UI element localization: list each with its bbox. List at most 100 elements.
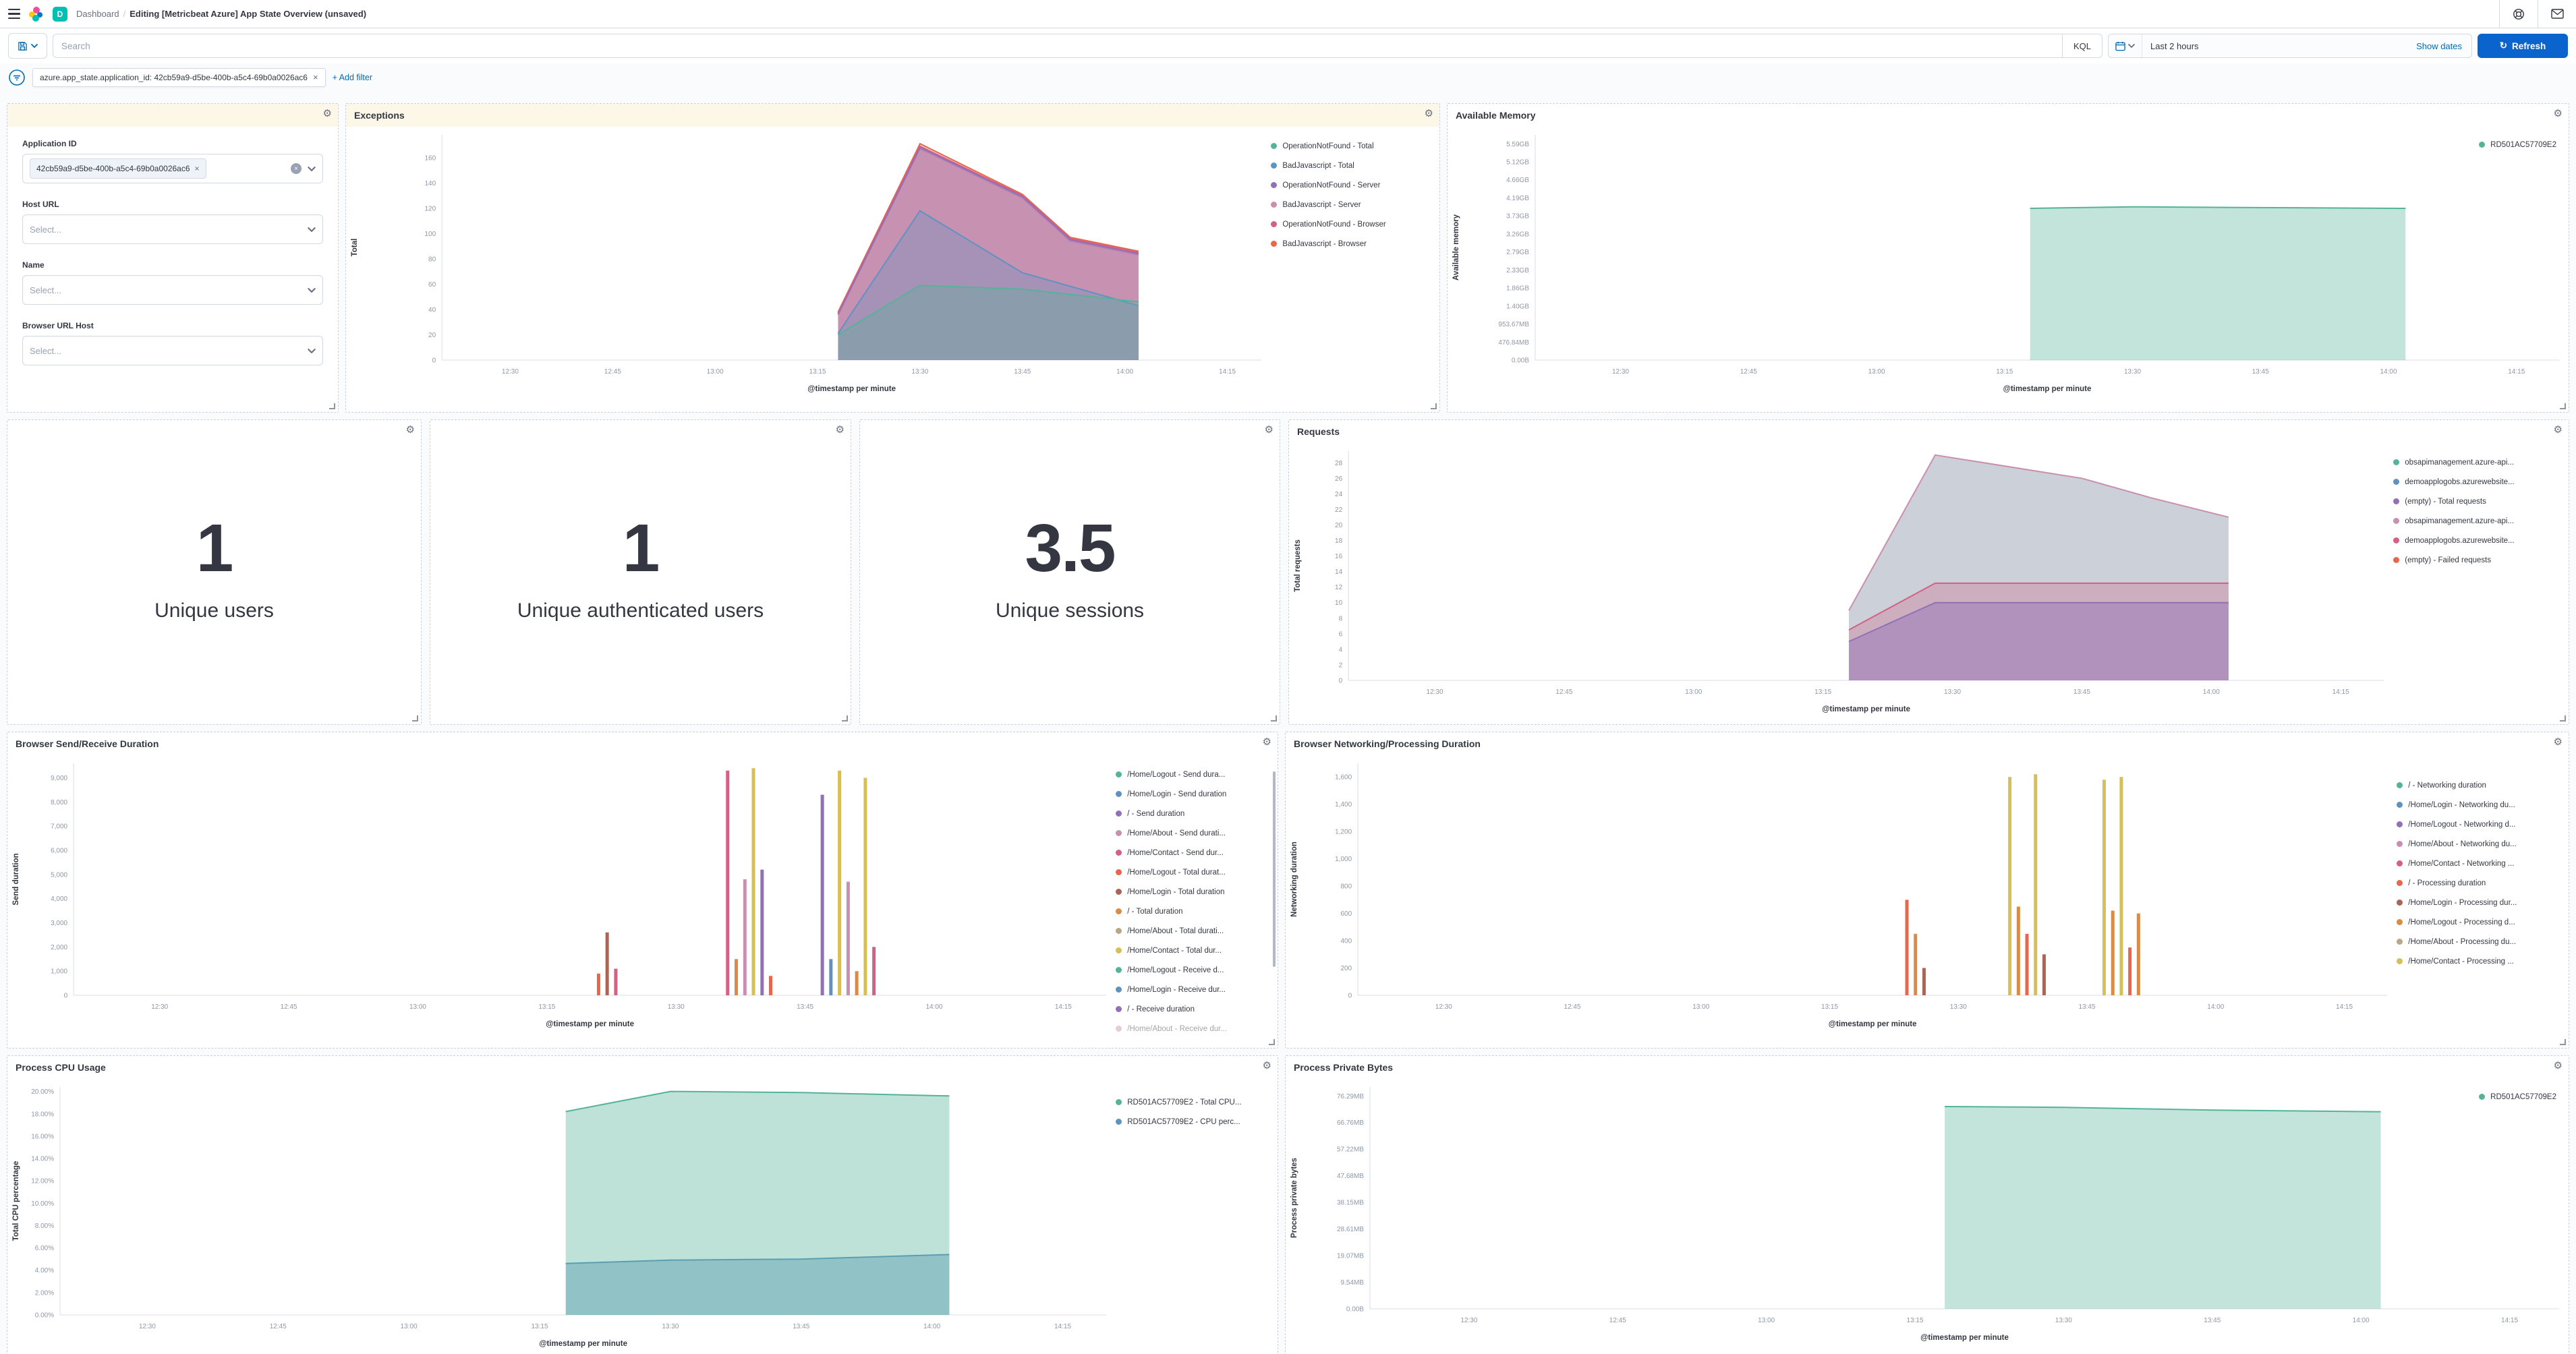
search-input[interactable]: Search KQL (53, 34, 2102, 58)
legend-item[interactable]: RD501AC57709E2 (2479, 1087, 2556, 1107)
resize-handle[interactable] (2560, 1039, 2566, 1045)
legend-item[interactable]: / - Processing duration (2397, 873, 2569, 893)
gear-icon[interactable]: ⚙ (1264, 424, 1273, 436)
svg-text:14:15: 14:15 (1219, 368, 1236, 376)
show-dates-button[interactable]: Show dates (2416, 40, 2462, 51)
gear-icon[interactable]: ⚙ (405, 424, 415, 436)
legend-item[interactable]: /Home/Contact - Total dur... (1116, 941, 1278, 960)
svg-text:13:30: 13:30 (911, 368, 928, 376)
resize-handle[interactable] (1269, 1039, 1275, 1045)
legend-item[interactable]: OperationNotFound - Total (1271, 136, 1439, 156)
add-filter-button[interactable]: + Add filter (332, 72, 372, 82)
breadcrumb-dashboard[interactable]: Dashboard (76, 9, 119, 19)
legend-item[interactable]: /Home/Contact - Send dur... (1116, 843, 1278, 862)
legend-item[interactable]: obsapimanagement.azure-api... (2393, 511, 2569, 531)
gear-icon[interactable]: ⚙ (1262, 736, 1271, 748)
legend-item[interactable]: BadJavascript - Server (1271, 195, 1439, 214)
saved-query-menu-button[interactable] (8, 33, 47, 59)
resize-handle[interactable] (1271, 715, 1277, 722)
legend-item[interactable]: /Home/About - Receive dur... (1116, 1019, 1278, 1038)
breadcrumb: Dashboard / Editing [Metricbeat Azure] A… (76, 9, 366, 19)
legend-item[interactable]: demoapplogobs.azurewebsite... (2393, 531, 2569, 550)
svg-text:28: 28 (1335, 460, 1343, 467)
clear-icon[interactable]: × (291, 163, 302, 174)
date-picker-calendar-button[interactable] (2109, 34, 2142, 57)
legend-item[interactable]: /Home/About - Send durati... (1116, 823, 1278, 843)
legend-item[interactable]: BadJavascript - Browser (1271, 234, 1439, 254)
remove-token-icon[interactable]: × (194, 164, 200, 173)
svg-text:14:00: 14:00 (2203, 688, 2220, 696)
legend-item[interactable]: /Home/Login - Receive dur... (1116, 980, 1278, 999)
time-range-value[interactable]: Last 2 hours (2150, 40, 2199, 51)
legend-item[interactable]: /Home/Logout - Networking d... (2397, 815, 2569, 834)
legend-item[interactable]: demoapplogobs.azurewebsite... (2393, 472, 2569, 492)
space-avatar[interactable]: D (53, 6, 67, 22)
legend-item[interactable]: OperationNotFound - Browser (1271, 214, 1439, 234)
svg-text:57.22MB: 57.22MB (1337, 1146, 1364, 1154)
resize-handle[interactable] (329, 403, 335, 409)
legend-dot-icon (2397, 841, 2403, 847)
resize-handle[interactable] (2560, 403, 2566, 409)
legend-item[interactable]: /Home/About - Processing du... (2397, 932, 2569, 951)
legend-item[interactable]: /Home/Logout - Total durat... (1116, 862, 1278, 882)
filter-pill[interactable]: azure.app_state.application_id: 42cb59a9… (32, 67, 326, 87)
refresh-button[interactable]: ↻ Refresh (2478, 34, 2568, 58)
svg-text:2.00%: 2.00% (35, 1289, 54, 1297)
legend-item[interactable]: RD501AC57709E2 - Total CPU... (1116, 1092, 1278, 1112)
help-icon[interactable] (2500, 0, 2538, 28)
legend-label: RD501AC57709E2 (2490, 140, 2556, 149)
legend-item[interactable]: RD501AC57709E2 - CPU perc... (1116, 1112, 1278, 1131)
application-id-token[interactable]: 42cb59a9-d5be-400b-a5c4-69b0a0026ac6 × (30, 158, 206, 179)
resize-handle[interactable] (1431, 403, 1437, 409)
gear-icon[interactable]: ⚙ (2553, 108, 2563, 119)
application-id-combobox[interactable]: 42cb59a9-d5be-400b-a5c4-69b0a0026ac6 × × (22, 154, 323, 183)
svg-text:@timestamp per minute: @timestamp per minute (1822, 705, 1910, 713)
elastic-logo[interactable] (29, 6, 44, 22)
legend-item[interactable]: BadJavascript - Total (1271, 156, 1439, 175)
legend-item[interactable]: obsapimanagement.azure-api... (2393, 452, 2569, 472)
resize-handle[interactable] (2560, 715, 2566, 722)
legend-scrollbar[interactable] (1273, 771, 1276, 967)
browser-url-host-select[interactable]: Select... (22, 336, 323, 365)
legend-item[interactable]: (empty) - Total requests (2393, 492, 2569, 511)
legend-item[interactable]: /Home/Logout - Send dura... (1116, 765, 1278, 784)
legend-item[interactable]: /Home/Login - Total duration (1116, 882, 1278, 902)
panel-browser-networking-processing-duration: Browser Networking/Processing Duration ⚙… (1285, 732, 2569, 1049)
legend-item[interactable]: /Home/Logout - Receive d... (1116, 960, 1278, 980)
gear-icon[interactable]: ⚙ (322, 108, 332, 119)
gear-icon[interactable]: ⚙ (2553, 424, 2563, 436)
gear-icon[interactable]: ⚙ (1262, 1060, 1271, 1071)
filter-icon[interactable] (8, 69, 26, 86)
remove-filter-icon[interactable]: × (312, 72, 318, 82)
legend-item[interactable]: / - Networking duration (2397, 775, 2569, 795)
mail-icon[interactable] (2538, 0, 2576, 28)
legend-item[interactable]: /Home/Contact - Processing ... (2397, 951, 2569, 971)
gear-icon[interactable]: ⚙ (2553, 1060, 2563, 1071)
legend-item[interactable]: / - Total duration (1116, 902, 1278, 921)
svg-text:14:15: 14:15 (2336, 1003, 2353, 1011)
control-label-browser-url-host: Browser URL Host (22, 321, 94, 330)
resize-handle[interactable] (412, 715, 418, 722)
legend-item[interactable]: /Home/About - Networking du... (2397, 834, 2569, 854)
legend-dot-icon (2393, 459, 2400, 465)
legend-item[interactable]: OperationNotFound - Server (1271, 175, 1439, 195)
legend-item[interactable]: /Home/Login - Send duration (1116, 784, 1278, 804)
menu-icon[interactable] (8, 8, 20, 20)
host-url-select[interactable]: Select... (22, 214, 323, 244)
gear-icon[interactable]: ⚙ (1424, 108, 1433, 119)
gear-icon[interactable]: ⚙ (835, 424, 845, 436)
query-language-button[interactable]: KQL (2062, 34, 2102, 57)
legend-item[interactable]: / - Receive duration (1116, 999, 1278, 1019)
resize-handle[interactable] (842, 715, 848, 722)
legend-item[interactable]: /Home/Logout - Processing d... (2397, 912, 2569, 932)
name-select[interactable]: Select... (22, 275, 323, 305)
gear-icon[interactable]: ⚙ (2553, 736, 2563, 748)
legend-item[interactable]: /Home/About - Total durati... (1116, 921, 1278, 941)
legend-item[interactable]: /Home/Login - Processing dur... (2397, 893, 2569, 912)
legend-item[interactable]: /Home/Login - Networking du... (2397, 795, 2569, 815)
legend-item[interactable]: (empty) - Failed requests (2393, 550, 2569, 570)
legend-item[interactable]: / - Send duration (1116, 804, 1278, 823)
legend-item[interactable]: /Home/Contact - Networking ... (2397, 854, 2569, 873)
legend-item[interactable]: RD501AC57709E2 (2479, 135, 2556, 154)
svg-text:100: 100 (424, 231, 436, 238)
